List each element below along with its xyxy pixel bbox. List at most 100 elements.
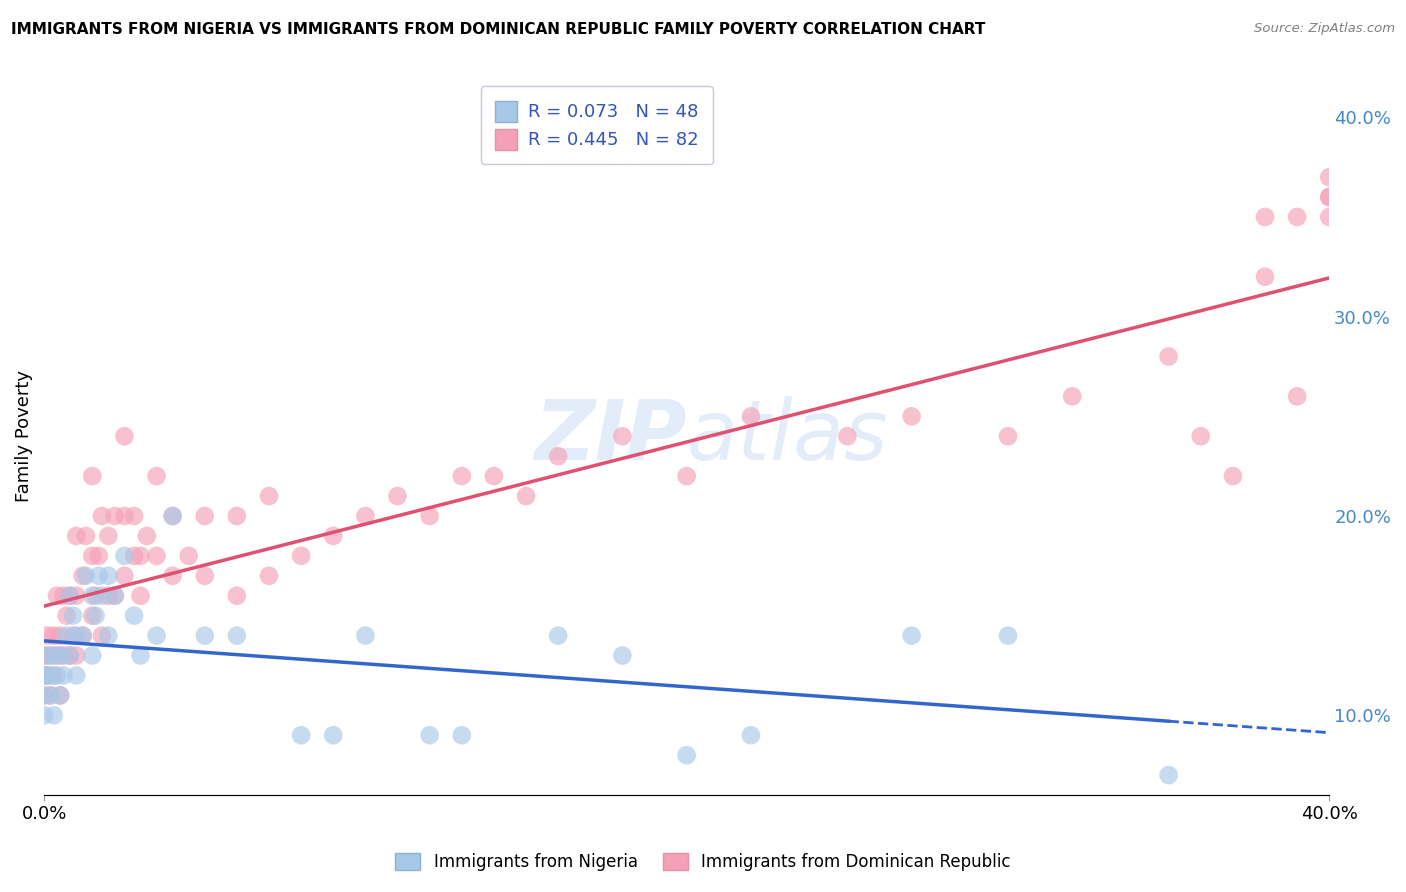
Point	[162, 508, 184, 523]
Point	[65, 668, 87, 682]
Point	[145, 629, 167, 643]
Point	[547, 449, 569, 463]
Point	[39, 689, 62, 703]
Point	[39, 689, 62, 703]
Point	[59, 589, 82, 603]
Point	[1222, 469, 1244, 483]
Point	[482, 469, 505, 483]
Point	[49, 689, 72, 703]
Point	[612, 429, 634, 443]
Point	[91, 589, 114, 603]
Point	[900, 409, 922, 424]
Point	[1317, 190, 1340, 204]
Point	[194, 508, 217, 523]
Point	[82, 469, 104, 483]
Point	[32, 668, 55, 682]
Point	[290, 728, 312, 742]
Point	[322, 728, 344, 742]
Point	[162, 508, 184, 523]
Point	[97, 569, 120, 583]
Point	[91, 629, 114, 643]
Point	[82, 549, 104, 563]
Text: atlas: atlas	[686, 396, 889, 476]
Point	[740, 728, 762, 742]
Point	[1286, 389, 1309, 403]
Point	[1189, 429, 1212, 443]
Point	[1286, 210, 1309, 224]
Point	[49, 648, 72, 663]
Point	[145, 469, 167, 483]
Point	[997, 429, 1019, 443]
Point	[32, 648, 55, 663]
Point	[122, 508, 145, 523]
Point	[82, 589, 104, 603]
Point	[84, 589, 107, 603]
Point	[675, 469, 697, 483]
Point	[1317, 190, 1340, 204]
Point	[46, 668, 69, 682]
Point	[37, 668, 59, 682]
Text: Source: ZipAtlas.com: Source: ZipAtlas.com	[1254, 22, 1395, 36]
Point	[122, 549, 145, 563]
Point	[37, 648, 59, 663]
Point	[62, 608, 84, 623]
Text: IMMIGRANTS FROM NIGERIA VS IMMIGRANTS FROM DOMINICAN REPUBLIC FAMILY POVERTY COR: IMMIGRANTS FROM NIGERIA VS IMMIGRANTS FR…	[11, 22, 986, 37]
Point	[32, 689, 55, 703]
Point	[52, 648, 75, 663]
Point	[37, 668, 59, 682]
Point	[675, 748, 697, 763]
Point	[354, 508, 377, 523]
Point	[225, 508, 247, 523]
Point	[114, 549, 136, 563]
Point	[1254, 269, 1277, 284]
Y-axis label: Family Poverty: Family Poverty	[15, 370, 32, 502]
Point	[547, 629, 569, 643]
Point	[129, 589, 152, 603]
Point	[52, 668, 75, 682]
Point	[59, 648, 82, 663]
Point	[46, 589, 69, 603]
Point	[104, 589, 127, 603]
Point	[450, 728, 472, 742]
Point	[257, 489, 280, 503]
Point	[419, 508, 441, 523]
Point	[84, 608, 107, 623]
Point	[129, 648, 152, 663]
Point	[104, 589, 127, 603]
Point	[450, 469, 472, 483]
Point	[32, 668, 55, 682]
Point	[39, 648, 62, 663]
Point	[82, 608, 104, 623]
Point	[114, 569, 136, 583]
Point	[257, 569, 280, 583]
Legend: R = 0.073   N = 48, R = 0.445   N = 82: R = 0.073 N = 48, R = 0.445 N = 82	[481, 87, 713, 164]
Point	[46, 648, 69, 663]
Point	[322, 529, 344, 543]
Point	[75, 529, 97, 543]
Point	[114, 508, 136, 523]
Point	[42, 708, 65, 723]
Point	[122, 608, 145, 623]
Point	[1317, 170, 1340, 185]
Point	[72, 629, 94, 643]
Text: ZIP: ZIP	[534, 396, 686, 476]
Point	[740, 409, 762, 424]
Point	[59, 648, 82, 663]
Point	[72, 629, 94, 643]
Point	[225, 629, 247, 643]
Point	[32, 689, 55, 703]
Point	[162, 569, 184, 583]
Point	[32, 708, 55, 723]
Point	[225, 589, 247, 603]
Point	[49, 689, 72, 703]
Point	[612, 648, 634, 663]
Point	[97, 529, 120, 543]
Point	[1157, 768, 1180, 782]
Point	[59, 589, 82, 603]
Point	[1062, 389, 1084, 403]
Point	[75, 569, 97, 583]
Point	[91, 508, 114, 523]
Legend: Immigrants from Nigeria, Immigrants from Dominican Republic: Immigrants from Nigeria, Immigrants from…	[387, 845, 1019, 880]
Point	[52, 589, 75, 603]
Point	[62, 629, 84, 643]
